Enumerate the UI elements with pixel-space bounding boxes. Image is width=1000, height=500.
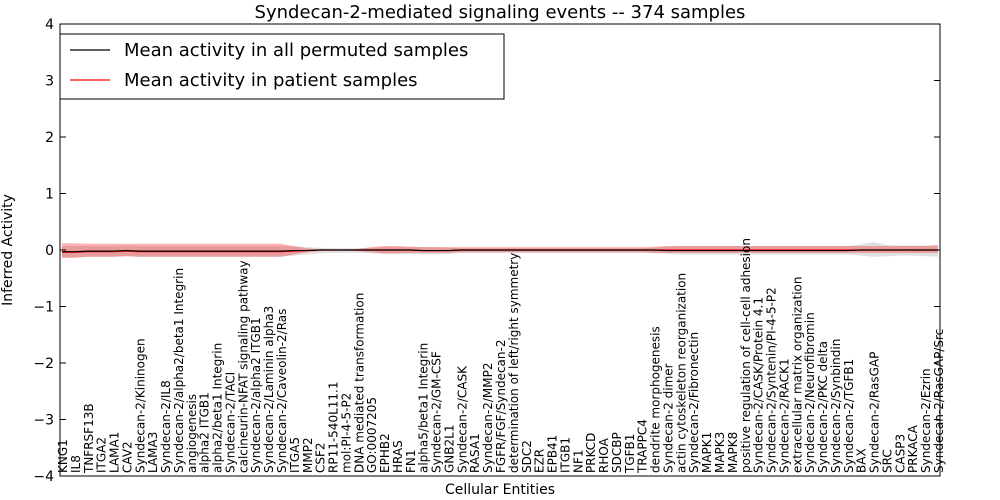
y-tick-label: −3 — [33, 413, 54, 429]
x-tick-label: Syndecan-2/PKC delta — [816, 341, 830, 473]
x-tick-label: Syndecan-2/Syntenin/PI-4-5-P2 — [765, 287, 779, 473]
x-tick-label: Syndecan-2/RACK1 — [777, 358, 791, 473]
x-tick-label: Syndecan-2/CASK — [455, 365, 469, 473]
x-tick-label: Syndecan-2/Ezrin — [919, 368, 933, 473]
x-tick-label: Syndecan-2/Caveolin-2/Ras — [275, 309, 289, 473]
x-tick-label: PRKACA — [906, 424, 920, 473]
x-tick-label: ITGA5 — [288, 437, 302, 473]
x-tick-label: Syndecan-2/Kininogen — [133, 338, 147, 473]
x-tick-label: SDCBP — [610, 432, 624, 473]
y-tick-label: −4 — [33, 469, 54, 485]
x-tick-label: Syndecan-2/IL8 — [159, 380, 173, 473]
x-axis: KNG1IL8TNFRSF13BITGA2LAMA1CAV2Syndecan-2… — [56, 238, 946, 474]
x-tick-label: EPB41 — [546, 435, 560, 473]
x-tick-label: GO:0007205 — [365, 397, 379, 473]
x-tick-label: SRC — [880, 449, 894, 473]
x-tick-label: MAPK8 — [726, 432, 740, 473]
x-tick-label: Syndecan-2/Neurofibromin — [803, 312, 817, 473]
x-tick-label: FGFR/FGF/Syndecan-2 — [494, 340, 508, 473]
x-tick-label: Syndecan-2/RasGAP — [868, 352, 882, 473]
x-tick-label: ITGA2 — [95, 437, 109, 473]
x-tick-label: MMP2 — [301, 437, 315, 473]
x-tick-label: positive regulation of cell-cell adhesio… — [739, 238, 753, 473]
x-tick-label: mol:PI-4-5-P2 — [339, 393, 353, 473]
series-line-permuted — [62, 249, 938, 253]
x-axis-label: Cellular Entities — [445, 482, 555, 498]
x-tick-label: GNB2L1 — [442, 425, 456, 473]
x-tick-label: Syndecan-2/GM-CSF — [430, 351, 444, 473]
chart-title: Syndecan-2-mediated signaling events -- … — [255, 2, 746, 23]
x-tick-label: MAPK3 — [713, 432, 727, 473]
y-tick-label: 1 — [45, 187, 54, 203]
series-lines — [62, 249, 938, 253]
y-tick-label: 3 — [45, 74, 54, 90]
x-tick-label: TGFB1 — [623, 434, 637, 474]
x-tick-label: RP11-540L11.1 — [327, 382, 341, 473]
x-tick-label: Syndecan-2/Fibronectin — [687, 332, 701, 473]
x-tick-label: LAMA1 — [108, 432, 122, 473]
x-tick-label: RASA1 — [468, 433, 482, 473]
x-tick-label: DNA mediated transformation — [352, 293, 366, 473]
x-tick-label: LAMA3 — [146, 432, 160, 473]
x-tick-label: KNG1 — [56, 439, 70, 473]
x-tick-label: CAV2 — [120, 441, 134, 473]
x-tick-label: NF1 — [571, 449, 585, 473]
x-tick-label: PRKCD — [584, 433, 598, 473]
x-tick-label: TNFRSF13B — [82, 403, 96, 474]
x-tick-label: TRAPPC4 — [636, 419, 650, 474]
x-tick-label: CSF2 — [314, 442, 328, 473]
x-tick-label: Syndecan-2/RasGAP/Src — [932, 329, 946, 473]
x-tick-label: EPHB2 — [378, 433, 392, 473]
x-tick-label: alpha5/beta1 Integrin — [417, 343, 431, 473]
x-tick-label: angiogenesis — [185, 394, 199, 473]
x-tick-label: IL8 — [69, 455, 83, 473]
x-tick-label: SDC2 — [520, 440, 534, 473]
x-tick-label: calcineurin-NFAT signaling pathway — [236, 260, 250, 473]
legend-label-permuted: Mean activity in all permuted samples — [124, 40, 468, 61]
x-tick-label: Syndecan-2/MMP2 — [481, 363, 495, 473]
x-tick-label: CASP3 — [893, 434, 907, 473]
x-tick-label: Syndecan-2 dimer — [661, 363, 675, 473]
y-tick-label: 0 — [45, 243, 54, 259]
x-tick-label: extracellular matrix organization — [790, 277, 804, 474]
x-tick-label: Syndecan-2/alpha2 ITGB1 — [249, 317, 263, 473]
x-tick-label: Syndecan-2/CASK/Protein 4.1 — [752, 297, 766, 473]
legend-box — [59, 33, 505, 100]
x-tick-label: alpha2/beta1 Integrin — [211, 343, 225, 473]
x-tick-label: actin cytoskeleton reorganization — [674, 273, 688, 473]
x-tick-label: MAPK1 — [700, 432, 714, 473]
x-tick-label: Syndecan-2/Laminin alpha3 — [262, 306, 276, 473]
x-tick-label: dendrite morphogenesis — [649, 326, 663, 473]
x-tick-label: EZR — [533, 449, 547, 473]
y-tick-label: 4 — [45, 17, 54, 33]
x-tick-label: Syndecan-2/TGFB1 — [842, 359, 856, 473]
y-tick-label: −2 — [33, 356, 54, 372]
x-tick-label: RHOA — [597, 437, 611, 473]
legend-label-patient: Mean activity in patient samples — [124, 70, 418, 91]
x-tick-label: alpha2 ITGB1 — [198, 392, 212, 473]
y-tick-label: 2 — [45, 130, 54, 146]
y-axis: −4 −3 −2 −1 0 1 2 3 4 — [33, 17, 940, 485]
x-tick-label: Syndecan-2/TACI — [223, 372, 237, 473]
y-tick-label: −1 — [33, 300, 54, 316]
x-tick-label: BAX — [855, 448, 869, 473]
x-tick-label: ITGB1 — [558, 437, 572, 473]
x-tick-label: HRAS — [391, 440, 405, 473]
y-axis-label: Inferred Activity — [0, 194, 16, 306]
x-tick-label: Syndecan-2/Synbindin — [829, 339, 843, 473]
x-tick-label: FN1 — [404, 449, 418, 473]
x-tick-label: determination of left/right symmetry — [507, 253, 521, 473]
legend: Mean activity in all permuted samples Me… — [59, 33, 505, 100]
x-tick-label: Syndecan-2/alpha2/beta1 Integrin — [172, 268, 186, 473]
